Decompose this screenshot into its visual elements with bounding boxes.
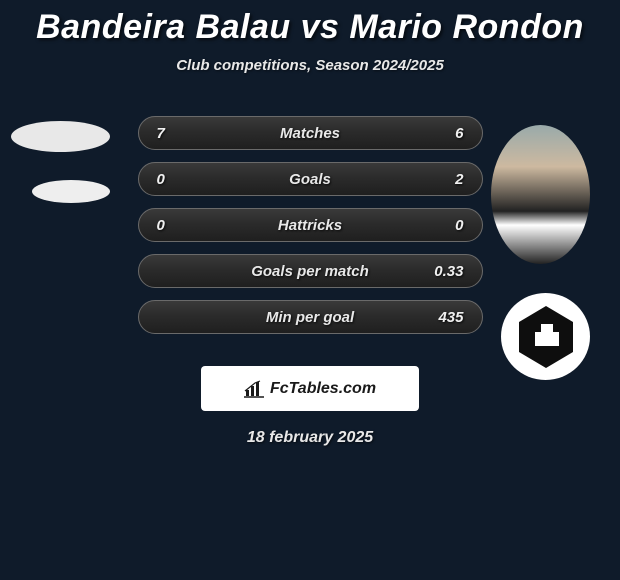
stat-label: Matches	[280, 125, 340, 142]
brand-text: FcTables.com	[270, 380, 376, 398]
stat-label: Goals	[289, 171, 331, 188]
vs-text: vs	[301, 8, 340, 46]
player2-club-badge	[501, 293, 590, 380]
player1-avatar-placeholder	[11, 121, 110, 152]
stat-p1-value: 7	[157, 125, 197, 142]
stat-label: Min per goal	[266, 309, 354, 326]
player2-photo	[491, 125, 590, 264]
stat-row: Min per goal 435	[138, 300, 483, 334]
infographic-container: Bandeira Balau vs Mario Rondon Club comp…	[0, 0, 620, 447]
stat-label: Goals per match	[251, 263, 369, 280]
subtitle: Club competitions, Season 2024/2025	[0, 57, 620, 74]
stat-p2-value: 0.33	[424, 263, 464, 280]
stat-p1-value: 0	[157, 171, 197, 188]
club-crest-icon	[511, 302, 581, 372]
player1-name: Bandeira Balau	[36, 8, 291, 46]
stat-row: 7 Matches 6	[138, 116, 483, 150]
footer-date: 18 february 2025	[0, 429, 620, 447]
player1-club-placeholder	[32, 180, 110, 203]
stat-row: Goals per match 0.33	[138, 254, 483, 288]
stat-p2-value: 6	[424, 125, 464, 142]
stat-label: Hattricks	[278, 217, 342, 234]
stat-p1-value: 0	[157, 217, 197, 234]
bar-chart-icon	[244, 380, 264, 398]
stat-p2-value: 0	[424, 217, 464, 234]
stat-row: 0 Goals 2	[138, 162, 483, 196]
stat-p2-value: 2	[424, 171, 464, 188]
page-title: Bandeira Balau vs Mario Rondon	[0, 8, 620, 47]
player2-name: Mario Rondon	[349, 8, 584, 46]
stat-row: 0 Hattricks 0	[138, 208, 483, 242]
brand-box: FcTables.com	[201, 366, 419, 411]
stat-p2-value: 435	[424, 309, 464, 326]
